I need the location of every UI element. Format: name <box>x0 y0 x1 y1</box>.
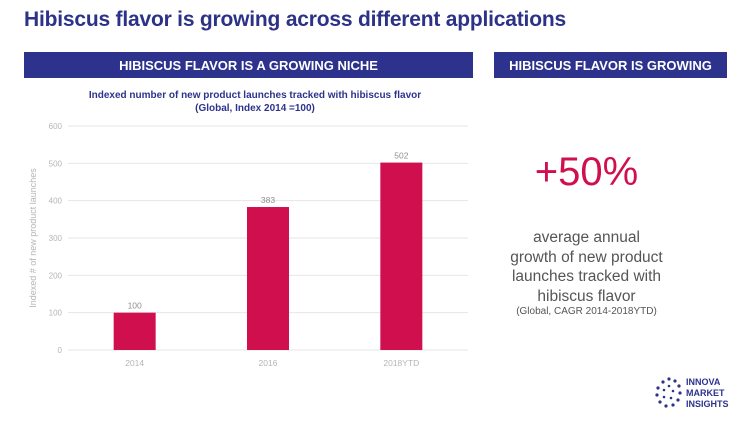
logo-text-line: INSIGHTS <box>686 399 729 409</box>
y-tick-label: 600 <box>49 122 63 131</box>
growth-description-line: growth of new product <box>510 248 663 266</box>
growth-description-line: hibiscus flavor <box>537 287 636 305</box>
growth-description: average annual growth of new product lau… <box>494 228 679 306</box>
dotted-circle-icon <box>655 377 682 408</box>
y-tick-label: 400 <box>49 197 63 206</box>
innova-logo: INNOVA MARKET INSIGHTS <box>655 374 745 414</box>
x-tick-label: 2014 <box>125 358 144 368</box>
growth-description-line: average annual <box>533 229 640 246</box>
y-axis-label: Indexed # of new product launches <box>28 168 38 308</box>
y-tick-label: 0 <box>58 346 63 355</box>
data-label: 100 <box>128 301 142 311</box>
chart-title: Indexed number of new product launches t… <box>60 89 450 115</box>
bar <box>380 162 423 350</box>
growth-note: (Global, CAGR 2014-2018YTD) <box>516 306 657 317</box>
chart-title-line2: (Global, Index 2014 =100) <box>195 103 315 114</box>
bar <box>247 207 289 350</box>
y-tick-label: 500 <box>49 159 63 168</box>
page-title: Hibiscus flavor is growing across differ… <box>24 8 566 31</box>
y-tick-label: 200 <box>49 271 63 280</box>
left-banner: HIBISCUS FLAVOR IS A GROWING NICHE <box>24 52 473 78</box>
growth-percentage: +50% <box>534 150 639 194</box>
x-tick-label: 2018YTD <box>383 358 419 368</box>
logo-text: INNOVA MARKET INSIGHTS <box>686 377 729 410</box>
chart-title-line1: Indexed number of new product launches t… <box>88 90 422 101</box>
logo-text-line: MARKET <box>686 388 725 398</box>
y-tick-label: 300 <box>49 234 63 243</box>
growth-description-line: launches tracked with <box>511 268 662 285</box>
logo-text-line: INNOVA <box>686 377 721 387</box>
y-tick-label: 100 <box>49 309 63 318</box>
x-tick-label: 2016 <box>259 358 278 368</box>
data-label: 502 <box>394 151 408 161</box>
bar <box>113 312 156 350</box>
data-label: 383 <box>261 195 275 205</box>
right-banner: HIBISCUS FLAVOR IS GROWING <box>494 52 727 78</box>
